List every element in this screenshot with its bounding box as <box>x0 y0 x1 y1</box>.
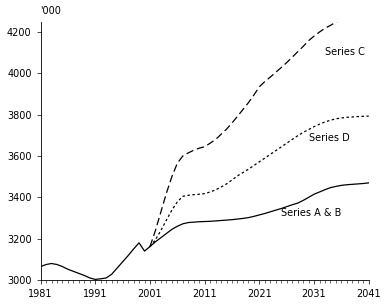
Text: Series C: Series C <box>325 47 365 57</box>
Text: '000: '000 <box>41 6 61 17</box>
Text: Series D: Series D <box>308 132 349 143</box>
Text: Series A & B: Series A & B <box>281 208 341 218</box>
